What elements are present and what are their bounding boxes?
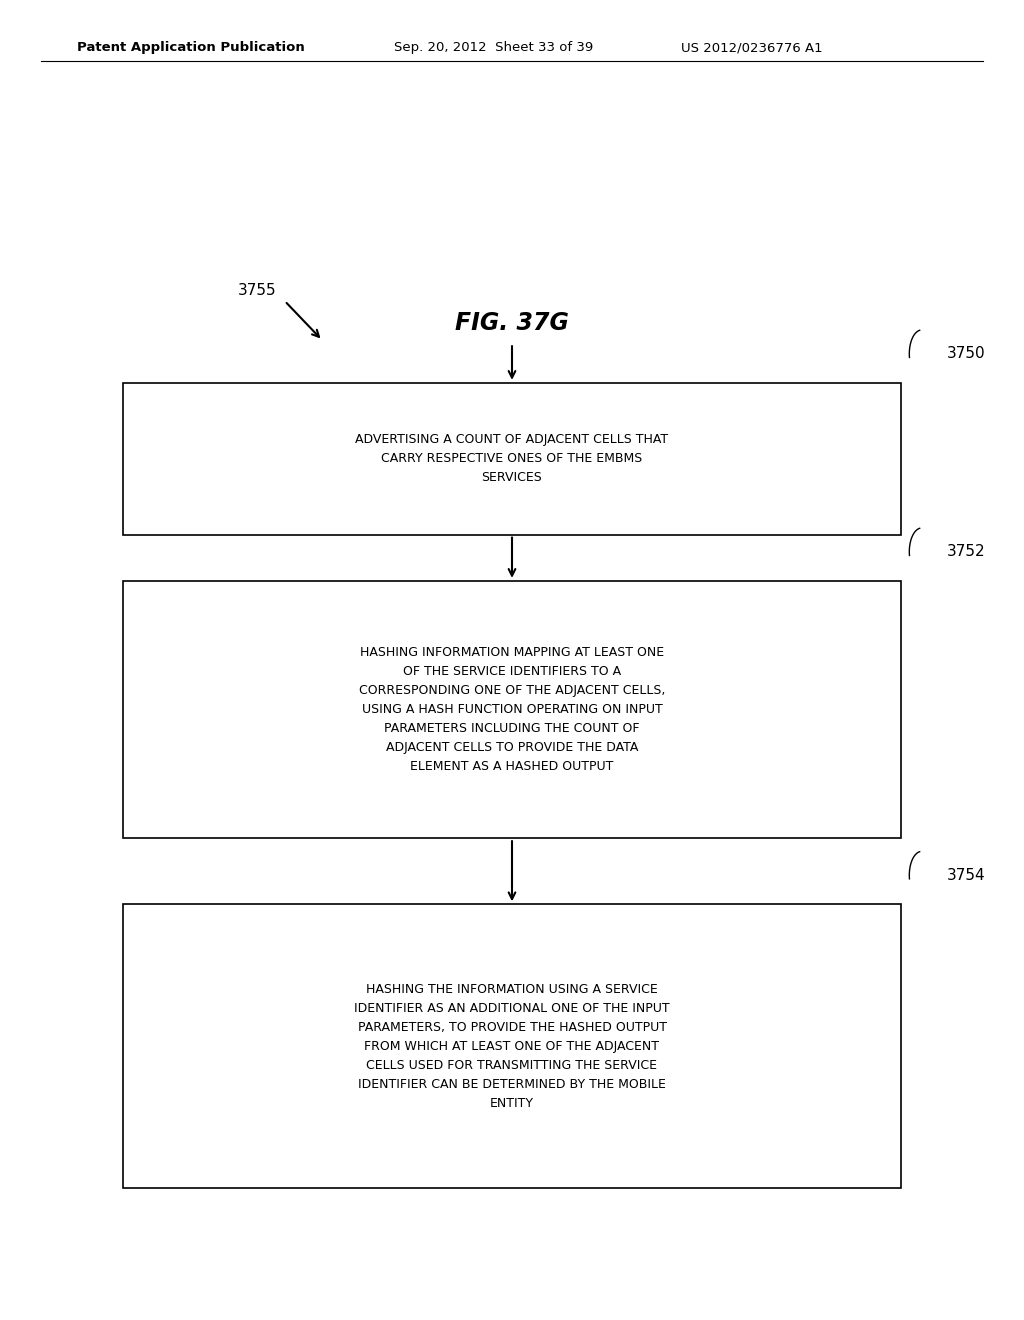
Text: US 2012/0236776 A1: US 2012/0236776 A1: [681, 41, 822, 54]
Text: 3750: 3750: [947, 346, 986, 362]
Text: Sep. 20, 2012  Sheet 33 of 39: Sep. 20, 2012 Sheet 33 of 39: [394, 41, 594, 54]
Bar: [123, 383, 901, 535]
Bar: [123, 581, 901, 838]
Text: 3752: 3752: [947, 544, 986, 560]
Text: ADVERTISING A COUNT OF ADJACENT CELLS THAT
CARRY RESPECTIVE ONES OF THE EMBMS
SE: ADVERTISING A COUNT OF ADJACENT CELLS TH…: [355, 433, 669, 484]
Text: Patent Application Publication: Patent Application Publication: [77, 41, 304, 54]
Text: FIG. 37G: FIG. 37G: [455, 312, 569, 335]
Text: HASHING INFORMATION MAPPING AT LEAST ONE
OF THE SERVICE IDENTIFIERS TO A
CORRESP: HASHING INFORMATION MAPPING AT LEAST ONE…: [358, 645, 666, 774]
Bar: [123, 904, 901, 1188]
Text: HASHING THE INFORMATION USING A SERVICE
IDENTIFIER AS AN ADDITIONAL ONE OF THE I: HASHING THE INFORMATION USING A SERVICE …: [354, 982, 670, 1110]
Text: 3754: 3754: [947, 867, 986, 883]
Text: 3755: 3755: [238, 282, 276, 298]
